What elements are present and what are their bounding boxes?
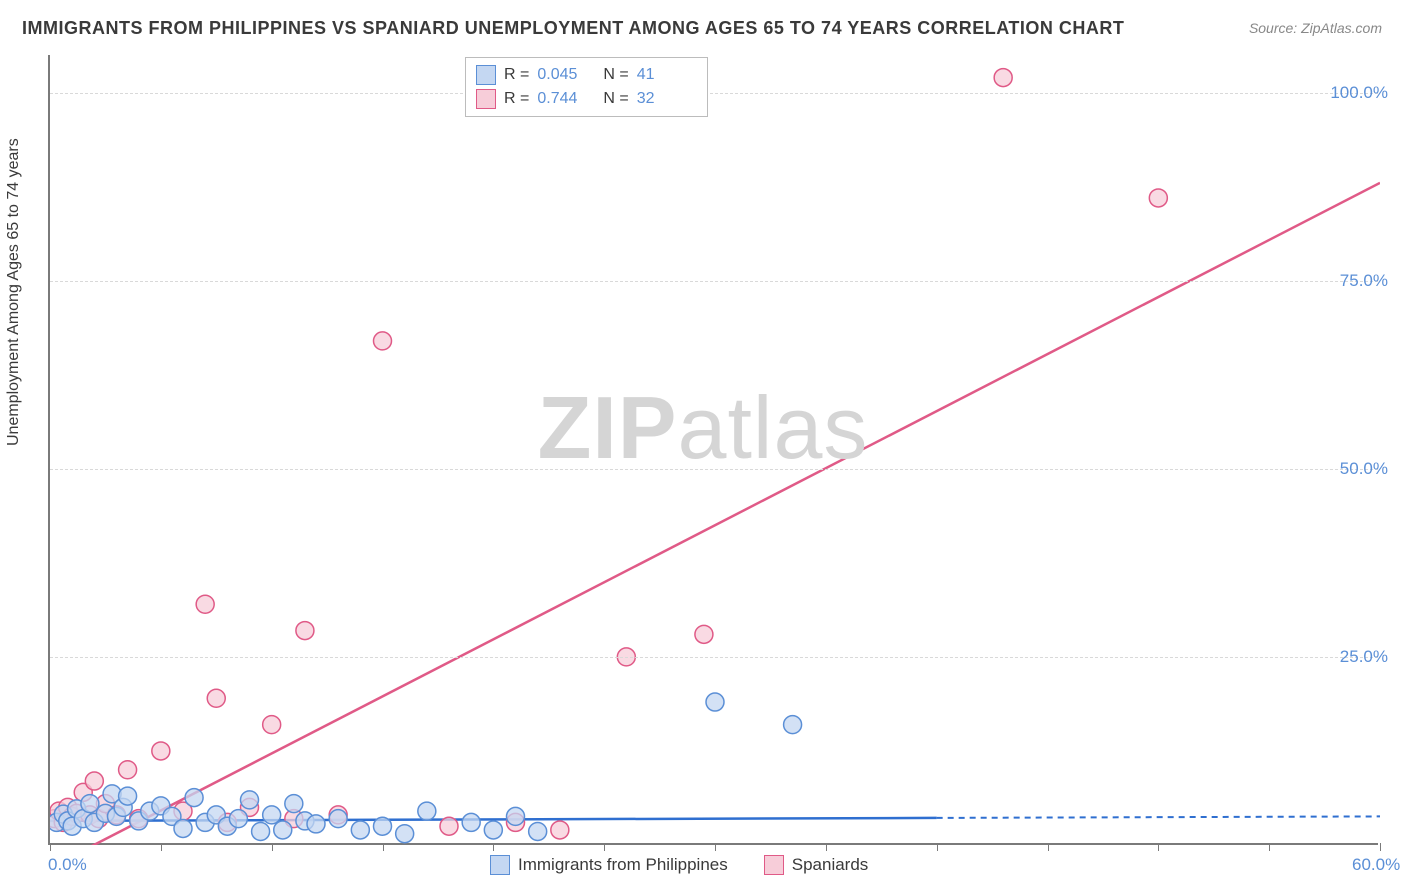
- n-label: N =: [603, 63, 628, 87]
- r-label: R =: [504, 87, 529, 111]
- x-tick: [715, 843, 716, 851]
- x-tick: [937, 843, 938, 851]
- y-axis-label: Unemployment Among Ages 65 to 74 years: [5, 138, 23, 446]
- swatch-series1: [476, 65, 496, 85]
- x-tick-label: 0.0%: [48, 855, 87, 875]
- legend-stats-row: R = 0.744 N = 32: [476, 87, 695, 111]
- swatch-series1: [490, 855, 510, 875]
- swatch-series2: [764, 855, 784, 875]
- chart-svg: [50, 55, 1380, 845]
- n-value-2: 32: [637, 87, 695, 111]
- gridline: [50, 469, 1378, 470]
- legend-item: Immigrants from Philippines: [490, 855, 728, 875]
- x-tick: [383, 843, 384, 851]
- gridline: [50, 281, 1378, 282]
- x-tick: [50, 843, 51, 851]
- swatch-series2: [476, 89, 496, 109]
- legend-stats-row: R = 0.045 N = 41: [476, 63, 695, 87]
- legend-stats: R = 0.045 N = 41 R = 0.744 N = 32: [465, 57, 708, 117]
- n-label: N =: [603, 87, 628, 111]
- x-tick: [1048, 843, 1049, 851]
- r-value-2: 0.744: [537, 87, 595, 111]
- y-tick-label: 75.0%: [1340, 271, 1388, 291]
- x-tick: [1380, 843, 1381, 851]
- x-tick: [826, 843, 827, 851]
- x-tick: [1158, 843, 1159, 851]
- y-tick-label: 25.0%: [1340, 647, 1388, 667]
- gridline: [50, 93, 1378, 94]
- n-value-1: 41: [637, 63, 695, 87]
- x-tick: [161, 843, 162, 851]
- legend-item: Spaniards: [764, 855, 869, 875]
- x-tick: [604, 843, 605, 851]
- chart-title: IMMIGRANTS FROM PHILIPPINES VS SPANIARD …: [22, 18, 1124, 39]
- r-value-1: 0.045: [537, 63, 595, 87]
- y-tick-label: 100.0%: [1330, 83, 1388, 103]
- x-tick: [1269, 843, 1270, 851]
- legend-series: Immigrants from Philippines Spaniards: [490, 855, 868, 875]
- legend-label-2: Spaniards: [792, 855, 869, 875]
- x-tick-label: 60.0%: [1352, 855, 1400, 875]
- x-tick: [493, 843, 494, 851]
- source-attribution: Source: ZipAtlas.com: [1249, 20, 1382, 36]
- gridline: [50, 657, 1378, 658]
- r-label: R =: [504, 63, 529, 87]
- legend-label-1: Immigrants from Philippines: [518, 855, 728, 875]
- plot-area: [48, 55, 1378, 845]
- x-tick: [272, 843, 273, 851]
- y-tick-label: 50.0%: [1340, 459, 1388, 479]
